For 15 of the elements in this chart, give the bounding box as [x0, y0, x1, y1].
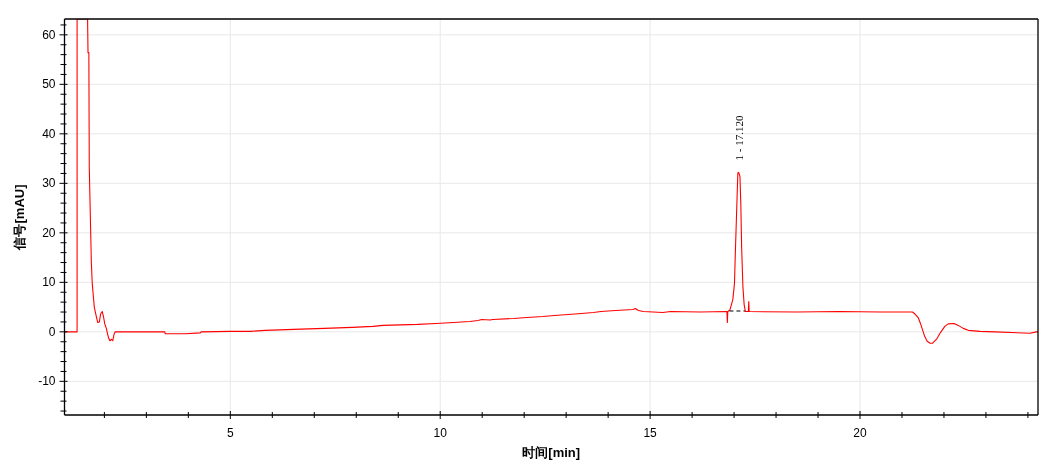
y-tick-label: 30 [42, 176, 56, 191]
y-tick-label: 40 [42, 126, 56, 141]
y-axis-title: 信号[mAU] [12, 184, 27, 251]
y-tick-label: 60 [42, 27, 56, 42]
y-tick-label: 20 [42, 225, 56, 240]
x-tick-label: 15 [643, 426, 658, 440]
annotation: 1 - 17.120 [733, 115, 746, 161]
x-tick-label: 10 [433, 426, 448, 440]
y-tick-label: -10 [38, 374, 56, 389]
x-tick-label: 5 [226, 426, 234, 440]
x-axis-title: 时间[min] [522, 445, 581, 460]
y-tick-label: 10 [42, 275, 56, 290]
x-tick-label: 20 [853, 426, 867, 440]
y-tick-label: 0 [48, 324, 56, 339]
y-tick-label: 50 [42, 77, 56, 92]
